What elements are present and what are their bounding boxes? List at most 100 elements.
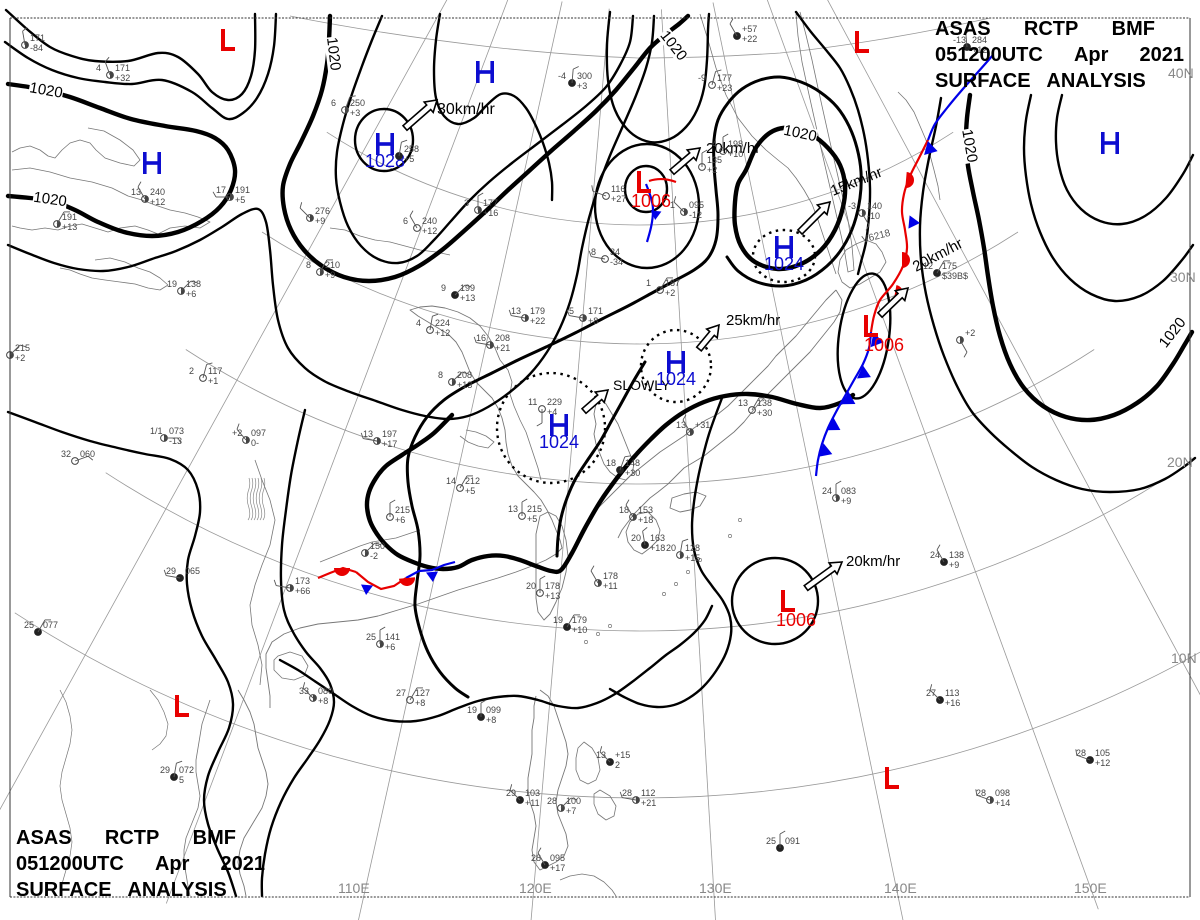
svg-text:27: 27 [396,688,406,698]
svg-text:+57: +57 [742,24,757,34]
svg-text:+14: +14 [995,798,1010,808]
svg-text:+3: +3 [350,108,360,118]
svg-text:120E: 120E [519,880,552,896]
svg-text:+30: +30 [757,408,772,418]
svg-text:-10: -10 [867,211,880,221]
svg-text:+1: +1 [208,376,218,386]
svg-text:150: 150 [370,541,385,551]
svg-text:-12: -12 [689,210,702,220]
svg-text:138: 138 [949,550,964,560]
svg-text:097: 097 [251,428,266,438]
svg-text:103: 103 [525,788,540,798]
svg-text:095: 095 [550,853,565,863]
svg-text:+13: +13 [460,293,475,303]
svg-text:+16: +16 [483,208,498,218]
svg-text:28: 28 [1076,748,1086,758]
svg-text:300: 300 [577,71,592,81]
svg-text:18: 18 [619,505,629,515]
svg-text:179: 179 [572,615,587,625]
svg-text:+2: +2 [965,328,975,338]
svg-text:13: 13 [738,398,748,408]
svg-text:+9: +9 [841,496,851,506]
svg-text:113: 113 [945,688,959,698]
svg-text:6: 6 [403,216,408,226]
svg-text:+12: +12 [422,226,437,236]
svg-text:+12: +12 [150,197,165,207]
svg-text:20: 20 [631,533,641,543]
svg-text:127: 127 [415,688,430,698]
svg-text:4: 4 [416,318,421,328]
svg-text:+6: +6 [385,642,395,652]
svg-text:28: 28 [547,796,557,806]
svg-text:+5: +5 [404,154,414,164]
svg-text:12: 12 [923,261,933,271]
svg-text:175: 175 [942,261,957,271]
svg-text:250: 250 [350,98,365,108]
svg-text:178: 178 [603,571,618,581]
svg-text:+8: +8 [486,715,496,725]
svg-text:+3: +3 [577,81,587,91]
svg-text:-3: -3 [848,201,856,211]
svg-text:229: 229 [547,397,562,407]
svg-text:25: 25 [366,632,376,642]
svg-text:-2: -2 [370,551,378,561]
svg-text:+13: +13 [62,222,77,232]
svg-text:080: 080 [318,686,333,696]
svg-text:-34: -34 [610,257,623,267]
svg-text:16: 16 [476,333,486,343]
svg-text:1006: 1006 [631,191,671,211]
svg-text:073: 073 [169,426,184,436]
svg-text:099: 099 [486,705,501,715]
svg-text:+10: +10 [572,625,587,635]
svg-text:14: 14 [446,476,456,486]
svg-text:215: 215 [395,505,410,515]
svg-text:+2: +2 [15,353,25,363]
svg-text:215: 215 [527,504,542,514]
svg-text:+12: +12 [435,328,450,338]
svg-text:+12: +12 [972,45,987,55]
svg-text:2: 2 [189,366,194,376]
svg-text:110E: 110E [338,880,370,896]
svg-text:11: 11 [528,397,537,407]
svg-text:1028: 1028 [365,151,405,171]
svg-text:060: 060 [80,449,95,459]
svg-text:$39B$: $39B$ [942,271,968,281]
svg-text:9: 9 [441,283,446,293]
svg-text:25km/hr: 25km/hr [726,312,780,329]
svg-text:1/1: 1/1 [150,426,163,436]
svg-text:1006: 1006 [776,610,816,630]
svg-text:+32: +32 [115,73,130,83]
svg-text:117: 117 [208,366,222,376]
svg-text:8: 8 [591,247,596,257]
svg-text:077: 077 [43,620,58,630]
svg-text:+17: +17 [382,439,397,449]
svg-text:19: 19 [467,705,477,715]
svg-text:100: 100 [566,796,581,806]
svg-text:-4: -4 [709,139,717,149]
svg-text:+5: +5 [465,486,475,496]
svg-text:198: 198 [728,139,743,149]
svg-text:+15: +15 [685,553,700,563]
svg-text:+21: +21 [641,798,656,808]
svg-text:179: 179 [530,306,545,316]
svg-text:+4: +4 [547,407,557,417]
svg-text:171: 171 [588,306,603,316]
svg-text:-84: -84 [30,43,43,53]
svg-text:177: 177 [483,198,498,208]
svg-text:+17: +17 [550,863,565,873]
svg-text:171: 171 [115,63,130,73]
svg-text:+9: +9 [325,270,335,280]
svg-text:153: 153 [638,505,653,515]
svg-text:199: 199 [460,283,475,293]
svg-text:215: 215 [15,343,30,353]
svg-text:+11: +11 [525,798,540,808]
svg-text:140E: 140E [884,880,917,896]
svg-text:28: 28 [622,788,632,798]
svg-text:20: 20 [526,581,536,591]
svg-text:+5: +5 [527,514,537,524]
svg-text:+21: +21 [495,343,510,353]
svg-text:+11: +11 [603,581,618,591]
svg-text:+22: +22 [742,34,757,44]
svg-text:140: 140 [867,201,882,211]
svg-text:+7: +7 [566,806,576,816]
